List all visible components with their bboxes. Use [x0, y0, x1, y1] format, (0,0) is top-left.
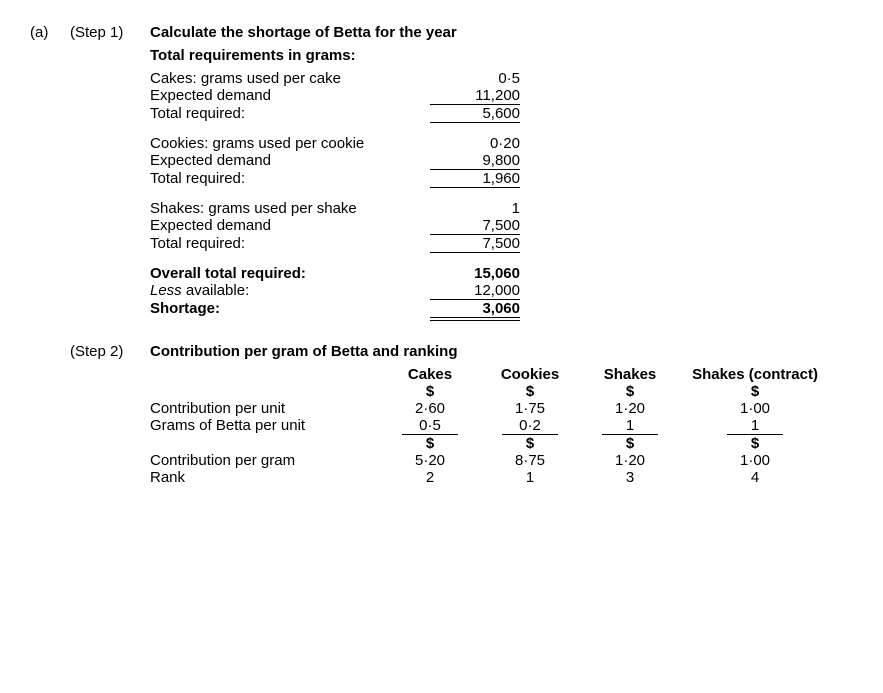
step2-body: Cakes Cookies Shakes Shakes (contract) $… — [30, 360, 853, 486]
shortage-label: Shortage: — [150, 300, 430, 317]
step2-header-row: (Step 2) Contribution per gram of Betta … — [30, 343, 853, 360]
rank-row-top: Contribution per unit 2·60 1·75 1·20 1·0… — [150, 400, 853, 417]
less-label: Less available: — [150, 282, 430, 299]
step2-tag: (Step 2) — [70, 343, 150, 360]
calc-label: Expected demand — [150, 152, 430, 169]
calc-value: 1 — [430, 200, 524, 217]
calc-label: Expected demand — [150, 87, 430, 104]
less-value: 12,000 — [430, 282, 524, 299]
calc-label: Expected demand — [150, 217, 430, 234]
step1-header-row: (a) (Step 1) Calculate the shortage of B… — [30, 24, 853, 41]
calc-block: Cakes: grams used per cake 0·5 Expected … — [150, 70, 853, 123]
step1-body: Cakes: grams used per cake 0·5 Expected … — [30, 64, 853, 333]
currency-symbol: $ — [580, 435, 680, 452]
calc-total-label: Total required: — [150, 235, 430, 252]
rank-cell: 5·20 — [380, 452, 480, 469]
rule — [430, 252, 520, 253]
calc-value: 7,500 — [430, 217, 524, 234]
rank-col-header: Shakes — [580, 366, 680, 383]
rank-row-label: Contribution per gram — [150, 452, 380, 469]
currency-symbol: $ — [680, 435, 830, 452]
rank-currency-row: $ $ $ $ — [150, 383, 853, 400]
rule — [430, 122, 520, 123]
rank-row-bottom: Contribution per gram 5·20 8·75 1·20 1·0… — [150, 452, 853, 469]
rank-cell: 1 — [580, 417, 680, 434]
overall-value: 15,060 — [430, 265, 524, 282]
rank-col-header: Cakes — [380, 366, 480, 383]
calc-value: 9,800 — [430, 152, 524, 169]
rank-currency-row: $ $ $ $ — [150, 435, 853, 452]
calc-label: Cookies: grams used per cookie — [150, 135, 430, 152]
step1-subtitle: Total requirements in grams: — [150, 47, 853, 64]
rank-cell: 1 — [480, 469, 580, 486]
rank-row-label: Grams of Betta per unit — [150, 417, 380, 434]
calc-block: Cookies: grams used per cookie 0·20 Expe… — [150, 135, 853, 188]
step1-tag: (Step 1) — [70, 24, 150, 41]
currency-symbol: $ — [680, 383, 830, 400]
rank-cell: 1·00 — [680, 400, 830, 417]
currency-symbol: $ — [580, 383, 680, 400]
currency-symbol: $ — [480, 435, 580, 452]
rule-double — [430, 317, 520, 321]
step2-title: Contribution per gram of Betta and ranki… — [150, 343, 853, 360]
calc-block: Shakes: grams used per shake 1 Expected … — [150, 200, 853, 253]
calc-total-value: 7,500 — [430, 235, 524, 252]
currency-symbol: $ — [480, 383, 580, 400]
rank-col-header: Cookies — [480, 366, 580, 383]
currency-symbol: $ — [380, 435, 480, 452]
calc-total-label: Total required: — [150, 170, 430, 187]
calc-label: Shakes: grams used per shake — [150, 200, 430, 217]
rank-cell: 1·00 — [680, 452, 830, 469]
rank-cell: 1·75 — [480, 400, 580, 417]
calc-total-value: 5,600 — [430, 105, 524, 122]
rank-row-bottom: Rank 2 1 3 4 — [150, 469, 853, 486]
rank-cell: 1·20 — [580, 452, 680, 469]
rank-cell: 1 — [680, 417, 830, 434]
rank-row-label: Rank — [150, 469, 380, 486]
step1-title: Calculate the shortage of Betta for the … — [150, 24, 853, 41]
rank-cell: 0·5 — [380, 417, 480, 434]
calc-value: 0·5 — [430, 70, 524, 87]
rank-cell: 4 — [680, 469, 830, 486]
rank-table: Cakes Cookies Shakes Shakes (contract) $… — [150, 366, 853, 486]
calc-total-label: Total required: — [150, 105, 430, 122]
step1-subtitle-row: Total requirements in grams: — [30, 41, 853, 64]
overall-label: Overall total required: — [150, 265, 430, 282]
calc-value: 11,200 — [430, 87, 524, 104]
rank-cell: 8·75 — [480, 452, 580, 469]
part-tag: (a) — [30, 24, 70, 41]
rank-cell: 2 — [380, 469, 480, 486]
currency-symbol: $ — [380, 383, 480, 400]
rank-header-row: Cakes Cookies Shakes Shakes (contract) — [150, 366, 853, 383]
calc-label: Cakes: grams used per cake — [150, 70, 430, 87]
calc-summary: Overall total required: 15,060 Less avai… — [150, 265, 853, 321]
rank-row-top: Grams of Betta per unit 0·5 0·2 1 1 — [150, 417, 853, 434]
rule — [430, 187, 520, 188]
rank-cell: 2·60 — [380, 400, 480, 417]
rank-cell: 3 — [580, 469, 680, 486]
rank-cell: 0·2 — [480, 417, 580, 434]
calc-value: 0·20 — [430, 135, 524, 152]
rank-col-header: Shakes (contract) — [680, 366, 830, 383]
shortage-value: 3,060 — [430, 300, 524, 317]
rank-cell: 1·20 — [580, 400, 680, 417]
calc-total-value: 1,960 — [430, 170, 524, 187]
rank-row-label: Contribution per unit — [150, 400, 380, 417]
step1-calc: Cakes: grams used per cake 0·5 Expected … — [150, 70, 853, 321]
